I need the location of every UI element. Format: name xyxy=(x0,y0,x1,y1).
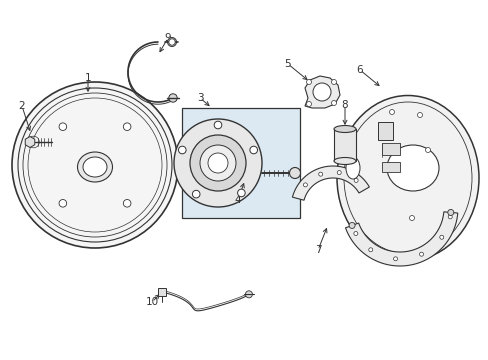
Text: 7: 7 xyxy=(314,245,321,255)
Circle shape xyxy=(59,199,66,207)
Circle shape xyxy=(12,82,178,248)
FancyBboxPatch shape xyxy=(182,108,299,218)
Circle shape xyxy=(200,145,236,181)
Polygon shape xyxy=(305,76,339,108)
Circle shape xyxy=(393,257,397,261)
Circle shape xyxy=(447,215,451,219)
Circle shape xyxy=(312,83,330,101)
Text: 4: 4 xyxy=(234,195,241,205)
Polygon shape xyxy=(377,122,392,140)
Circle shape xyxy=(306,80,311,85)
Circle shape xyxy=(337,171,341,175)
Circle shape xyxy=(353,179,357,183)
Circle shape xyxy=(237,189,244,197)
Circle shape xyxy=(419,252,423,256)
Circle shape xyxy=(331,80,336,85)
Polygon shape xyxy=(345,212,457,266)
Text: 1: 1 xyxy=(84,73,91,83)
Ellipse shape xyxy=(333,158,355,165)
Circle shape xyxy=(123,199,131,207)
Circle shape xyxy=(168,94,177,102)
Circle shape xyxy=(192,190,200,198)
Text: 8: 8 xyxy=(341,100,347,110)
Circle shape xyxy=(331,100,336,105)
Circle shape xyxy=(167,37,176,46)
Circle shape xyxy=(174,119,262,207)
Circle shape xyxy=(318,172,322,176)
FancyBboxPatch shape xyxy=(381,162,399,172)
Ellipse shape xyxy=(333,126,355,132)
Circle shape xyxy=(348,222,354,229)
Circle shape xyxy=(353,231,357,235)
Circle shape xyxy=(303,183,307,187)
Circle shape xyxy=(389,109,394,114)
Circle shape xyxy=(306,102,311,107)
Ellipse shape xyxy=(77,152,112,182)
Polygon shape xyxy=(25,136,35,148)
Circle shape xyxy=(425,148,429,153)
Circle shape xyxy=(59,123,66,130)
Polygon shape xyxy=(292,166,368,200)
Text: 10: 10 xyxy=(145,297,158,307)
Circle shape xyxy=(249,146,257,154)
Circle shape xyxy=(168,39,175,45)
Circle shape xyxy=(289,167,300,179)
Text: 9: 9 xyxy=(164,33,171,43)
Circle shape xyxy=(447,210,453,215)
Ellipse shape xyxy=(346,157,359,179)
Circle shape xyxy=(178,146,186,154)
Circle shape xyxy=(417,112,422,117)
Circle shape xyxy=(439,235,443,239)
Circle shape xyxy=(214,121,222,129)
Ellipse shape xyxy=(386,145,438,191)
Circle shape xyxy=(408,216,414,220)
Text: 6: 6 xyxy=(356,65,363,75)
Ellipse shape xyxy=(83,157,107,177)
Text: 2: 2 xyxy=(19,101,25,111)
FancyBboxPatch shape xyxy=(381,143,399,155)
Circle shape xyxy=(123,123,131,130)
Circle shape xyxy=(190,135,245,191)
FancyBboxPatch shape xyxy=(158,288,165,296)
Circle shape xyxy=(207,153,227,173)
Text: 5: 5 xyxy=(284,59,291,69)
Text: 3: 3 xyxy=(196,93,203,103)
Circle shape xyxy=(368,248,372,252)
Circle shape xyxy=(245,291,252,298)
Ellipse shape xyxy=(336,95,478,261)
FancyBboxPatch shape xyxy=(333,129,355,161)
